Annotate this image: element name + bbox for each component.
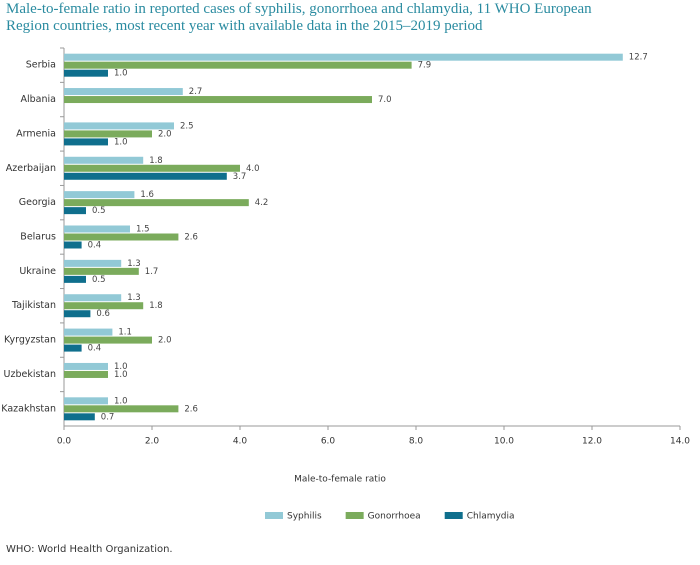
bar (64, 96, 372, 104)
footnote: WHO: World Health Organization. (6, 544, 173, 555)
bar (64, 191, 135, 199)
category-label: Kyrgyzstan (4, 335, 56, 346)
category-label: Kazakhstan (1, 403, 56, 414)
bar (64, 413, 95, 421)
legend-swatch (265, 512, 283, 519)
bar (64, 259, 122, 267)
value-label: 1.0 (114, 370, 128, 380)
value-label: 0.5 (92, 275, 106, 285)
category-label: Armenia (16, 128, 56, 139)
x-tick-label: 4.0 (233, 437, 248, 447)
x-tick-label: 10.0 (494, 437, 514, 447)
x-tick-label: 2.0 (145, 437, 160, 447)
bar (64, 156, 144, 164)
x-tick-label: 14.0 (670, 437, 690, 447)
legend-label: Syphilis (287, 512, 322, 522)
value-label: 1.0 (114, 137, 128, 147)
bar (64, 138, 108, 146)
value-label: 7.9 (418, 61, 432, 71)
value-label: 7.0 (378, 95, 392, 105)
value-label: 1.3 (127, 259, 141, 269)
bar (64, 397, 108, 405)
x-tick-label: 12.0 (582, 437, 602, 447)
legend-swatch (444, 512, 463, 519)
x-tick-label: 6.0 (321, 437, 336, 447)
x-tick-label: 8.0 (409, 437, 424, 447)
value-label: 2.7 (189, 87, 203, 97)
category-label: Tajikistan (11, 300, 56, 311)
bar (64, 267, 139, 275)
bar (64, 199, 249, 207)
value-label: 1.3 (127, 293, 141, 303)
bar (64, 233, 179, 241)
bar (64, 164, 240, 172)
bar (64, 207, 86, 215)
bar (64, 69, 108, 77)
bar (64, 370, 108, 378)
value-label: 2.5 (180, 121, 194, 131)
value-label: 0.4 (88, 241, 102, 251)
bar (64, 328, 113, 336)
category-label: Uzbekistan (4, 369, 56, 380)
bar (64, 336, 152, 344)
bar (64, 294, 122, 302)
x-tick-label: 0.0 (57, 437, 72, 447)
x-axis-label: Male-to-female ratio (294, 475, 386, 485)
value-label: 4.2 (255, 198, 269, 208)
bar (64, 405, 179, 413)
bar (64, 241, 82, 249)
value-label: 0.6 (96, 309, 110, 319)
value-label: 2.6 (184, 404, 198, 414)
category-label: Azerbaijan (6, 163, 56, 174)
value-label: 1.7 (145, 267, 159, 277)
value-label: 4.0 (246, 164, 260, 174)
value-label: 1.0 (114, 69, 128, 79)
value-label: 1.0 (114, 362, 128, 372)
bar (64, 362, 108, 370)
category-label: Ukraine (19, 266, 56, 277)
bar (64, 61, 412, 69)
bar (64, 302, 144, 310)
category-label: Georgia (19, 197, 56, 208)
value-label: 0.7 (101, 412, 115, 422)
value-label: 2.0 (158, 336, 172, 346)
bar (64, 53, 623, 61)
bar (64, 275, 86, 283)
value-label: 1.8 (149, 301, 163, 311)
bar (64, 88, 183, 96)
value-label: 1.6 (140, 190, 154, 200)
value-label: 1.0 (114, 396, 128, 406)
value-label: 3.7 (233, 172, 247, 182)
bar (64, 344, 82, 352)
value-label: 0.5 (92, 206, 106, 216)
value-label: 1.5 (136, 225, 150, 235)
value-label: 0.4 (88, 344, 102, 354)
legend-swatch (345, 512, 364, 519)
category-label: Serbia (26, 60, 56, 71)
bar (64, 310, 91, 318)
value-label: 2.0 (158, 129, 172, 139)
bar (64, 225, 130, 233)
bar (64, 122, 174, 130)
value-label: 1.1 (118, 328, 132, 338)
bar (64, 130, 152, 138)
bar (64, 172, 227, 180)
category-label: Albania (21, 94, 56, 105)
value-label: 1.8 (149, 156, 163, 166)
value-label: 12.7 (629, 53, 648, 63)
legend-label: Chlamydia (467, 512, 515, 522)
category-label: Belarus (20, 232, 56, 243)
value-label: 2.6 (184, 233, 198, 243)
legend-label: Gonorrhoea (368, 512, 421, 522)
chart-title: Male-to-female ratio in reported cases o… (6, 1, 592, 34)
